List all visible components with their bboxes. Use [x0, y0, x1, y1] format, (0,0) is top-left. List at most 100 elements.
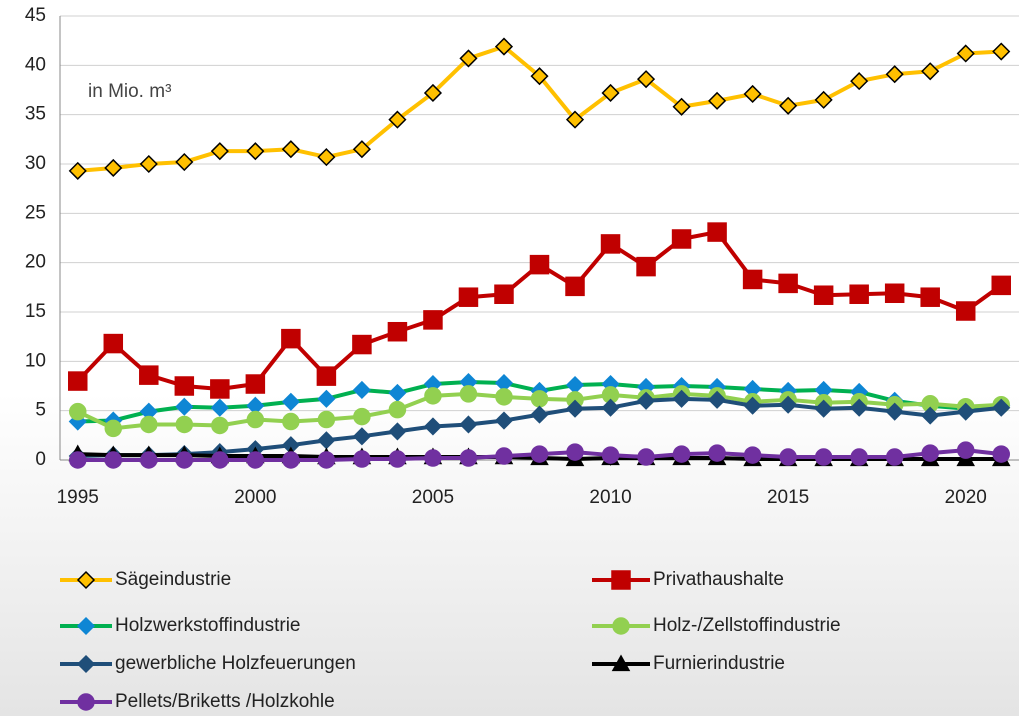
- marker: [77, 693, 95, 711]
- y-tick-label: 15: [25, 301, 46, 322]
- y-tick-label: 30: [25, 153, 46, 174]
- marker: [69, 402, 87, 421]
- marker: [920, 287, 940, 307]
- marker: [352, 380, 371, 400]
- marker: [69, 451, 87, 469]
- marker: [636, 256, 656, 277]
- marker: [494, 411, 514, 430]
- marker: [637, 448, 655, 466]
- marker: [565, 110, 585, 129]
- marker: [955, 301, 976, 321]
- marker: [423, 417, 443, 436]
- marker: [388, 450, 407, 468]
- legend-label: Privathaushalte: [653, 569, 784, 590]
- marker: [708, 91, 727, 110]
- marker: [779, 395, 798, 414]
- marker: [175, 451, 194, 469]
- marker: [529, 254, 550, 275]
- marker: [352, 427, 371, 446]
- marker: [281, 328, 301, 349]
- marker: [494, 284, 514, 304]
- marker: [317, 410, 336, 429]
- marker: [850, 448, 868, 466]
- marker: [565, 399, 585, 418]
- marker: [387, 321, 408, 342]
- marker: [672, 97, 691, 116]
- legend-label: Holz-/Zellstoffindustrie: [653, 615, 841, 636]
- marker: [68, 161, 87, 180]
- marker: [76, 570, 96, 590]
- y-tick-label: 10: [25, 350, 46, 371]
- marker: [175, 152, 194, 172]
- marker: [104, 158, 123, 178]
- marker: [139, 154, 158, 174]
- x-tick-label: 2015: [767, 487, 809, 508]
- marker: [672, 389, 691, 408]
- marker: [424, 449, 442, 467]
- legend-label: Pellets/Briketts /Holzkohle: [115, 691, 335, 712]
- marker: [495, 447, 513, 465]
- marker: [175, 415, 194, 434]
- marker: [530, 390, 549, 408]
- marker: [992, 398, 1011, 417]
- marker: [814, 399, 833, 418]
- marker: [921, 62, 940, 81]
- marker: [708, 444, 726, 462]
- marker: [530, 445, 549, 463]
- marker: [814, 90, 833, 109]
- marker: [814, 448, 833, 466]
- marker: [611, 570, 631, 590]
- y-tick-label: 25: [25, 202, 46, 223]
- marker: [246, 451, 265, 469]
- legend-label: Furnierindustrie: [653, 653, 785, 674]
- marker: [495, 388, 513, 406]
- legend-label: gewerbliche Holzfeuerungen: [115, 653, 356, 674]
- marker: [600, 234, 621, 254]
- marker: [885, 65, 904, 84]
- marker: [281, 140, 300, 159]
- x-tick-label: 2000: [234, 487, 276, 508]
- marker: [211, 451, 229, 469]
- marker: [565, 276, 585, 297]
- marker: [459, 385, 478, 403]
- marker: [708, 390, 727, 409]
- marker: [76, 654, 96, 674]
- y-tick-label: 5: [35, 400, 46, 421]
- marker: [76, 616, 96, 636]
- marker: [459, 415, 478, 434]
- marker: [316, 366, 337, 386]
- marker: [601, 446, 620, 464]
- marker: [601, 398, 620, 417]
- marker: [813, 285, 834, 305]
- plot: [68, 37, 1011, 469]
- marker: [246, 142, 265, 161]
- marker: [459, 449, 478, 467]
- marker: [601, 83, 620, 103]
- legend-label: Sägeindustrie: [115, 569, 231, 590]
- marker: [246, 410, 265, 429]
- marker: [885, 402, 904, 421]
- marker: [317, 451, 336, 469]
- marker: [743, 446, 762, 464]
- marker: [388, 383, 407, 402]
- marker: [424, 387, 442, 405]
- marker: [636, 391, 656, 410]
- marker: [779, 96, 798, 115]
- marker: [458, 287, 479, 307]
- marker: [921, 406, 940, 425]
- annotation: in Mio. m³: [88, 81, 171, 102]
- x-tick-label: 2010: [589, 487, 631, 508]
- marker: [921, 444, 939, 462]
- marker: [612, 617, 630, 635]
- marker: [743, 84, 762, 104]
- marker: [210, 398, 229, 417]
- marker: [530, 405, 549, 424]
- marker: [139, 365, 159, 385]
- marker: [743, 396, 762, 415]
- marker: [175, 397, 194, 416]
- marker: [884, 283, 905, 304]
- marker: [566, 443, 584, 461]
- marker: [956, 402, 975, 421]
